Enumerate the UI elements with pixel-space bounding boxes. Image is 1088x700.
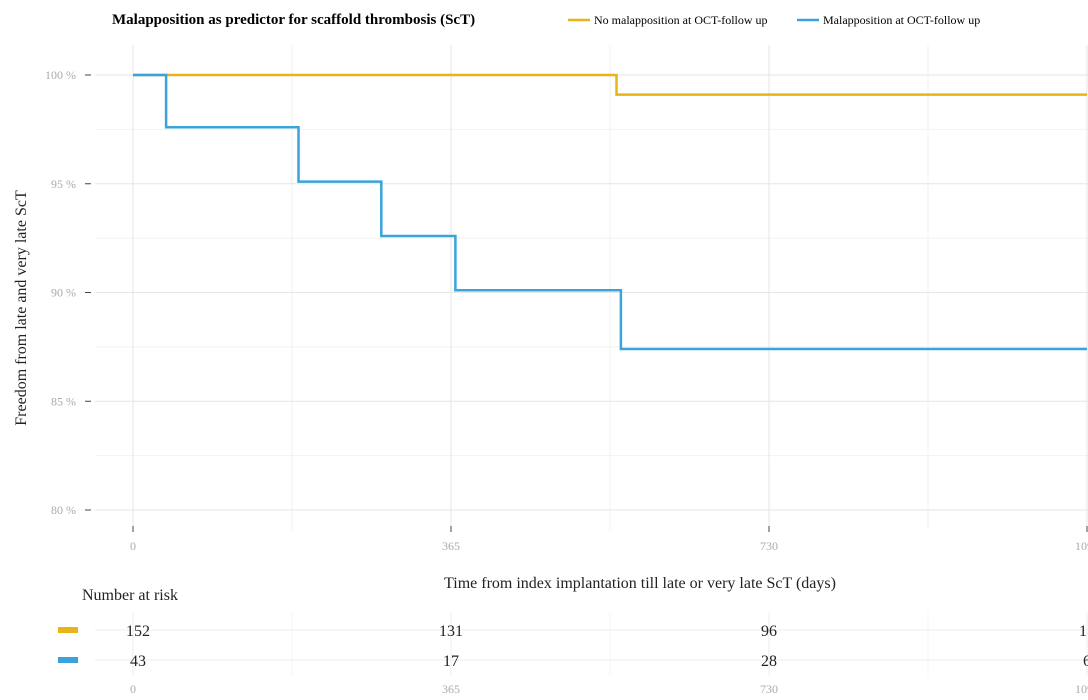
legend-label: No malapposition at OCT-follow up — [594, 13, 768, 27]
x-tick-label: 730 — [760, 539, 778, 553]
chart-title: Malapposition as predictor for scaffold … — [112, 12, 475, 28]
risk-count: 17 — [443, 653, 459, 670]
risk-row-swatch — [58, 657, 78, 663]
risk-row-swatch — [58, 627, 78, 633]
risk-table-grid — [95, 612, 1088, 676]
x-axis-label: Time from index implantation till late o… — [444, 575, 836, 592]
survival-curve-1 — [133, 73, 1087, 96]
risk-count: 96 — [761, 623, 777, 640]
x-tick-label: 0 — [130, 539, 136, 553]
legend-label: Malapposition at OCT-follow up — [823, 13, 980, 27]
y-tick-label: 80 % — [51, 503, 76, 517]
y-axis-label: Freedom from late and very late ScT — [13, 190, 30, 426]
chart-header: Malapposition as predictor for scaffold … — [112, 12, 980, 28]
y-tick-label: 85 % — [51, 394, 76, 408]
survival-curve-2 — [133, 73, 1087, 351]
x-tick-label: 365 — [442, 539, 460, 553]
risk-time-label: 0 — [130, 682, 136, 696]
y-tick-label: 100 % — [45, 68, 76, 82]
risk-count: 131 — [439, 623, 463, 640]
risk-count: 43 — [130, 653, 146, 670]
risk-time-label: 365 — [442, 682, 460, 696]
risk-table-title: Number at risk — [82, 587, 178, 604]
risk-table: Number at risk 152 131 96 17 43 17 28 6 0 365 730 1… — [58, 587, 1088, 696]
x-tick-label: 1095 — [1075, 539, 1088, 553]
y-tick-label: 90 % — [51, 286, 76, 300]
risk-count: 6 — [1083, 653, 1088, 670]
risk-count: 17 — [1079, 623, 1088, 640]
y-tick-label: 95 % — [51, 177, 76, 191]
risk-time-label: 1095 — [1075, 682, 1088, 696]
risk-count: 152 — [126, 623, 150, 640]
risk-count: 28 — [761, 653, 777, 670]
plot-grid — [95, 45, 1088, 530]
plot-series — [133, 73, 1087, 351]
plot-axes: 80 % 85 % 90 % 95 % 100 % 0 365 730 1095 — [45, 68, 1088, 553]
risk-time-label: 730 — [760, 682, 778, 696]
chart-legend: No malapposition at OCT-follow up Malappo… — [568, 13, 980, 27]
